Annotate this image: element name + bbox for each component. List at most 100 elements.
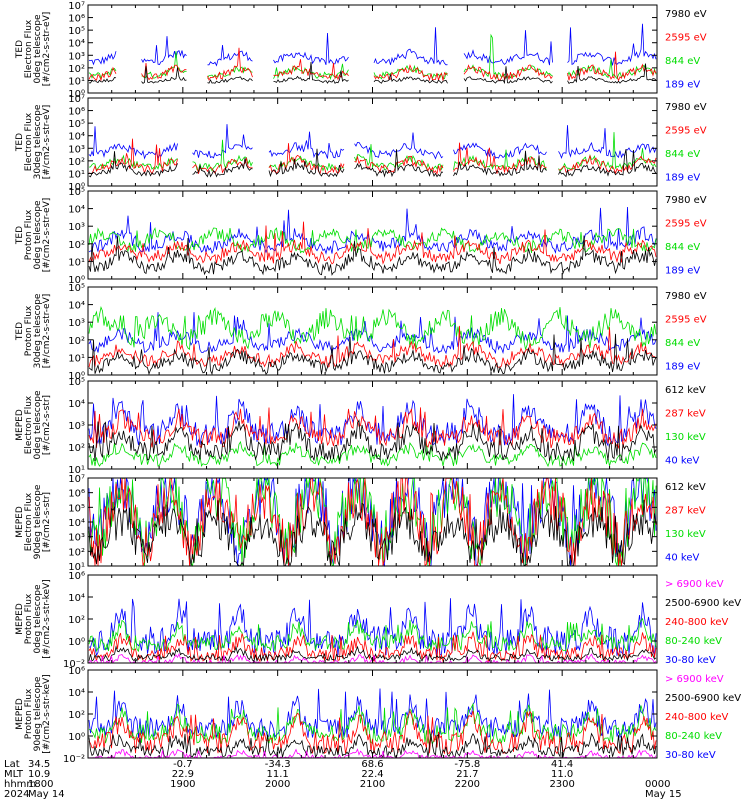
y-axis-label-line: [#/cm2-s-str-eV] [42, 12, 52, 87]
y-axis-label-line: 0deg telescope [33, 584, 43, 654]
x-axis-hhmm-label: 2000 [265, 779, 290, 790]
series-trace-green [88, 227, 657, 254]
y-axis-label-line: Proton Flux [24, 305, 34, 356]
y-tick-label: 10⁰ [68, 732, 85, 743]
x-axis-lat-label: 41.4 [551, 759, 573, 770]
legend-entry: > 6900 keV [665, 674, 724, 685]
panel-6: 10¹ 10² 10³ 10⁴ 10⁵ 10⁶ 10⁷ MEPED Electron Flux 9… [15, 474, 706, 573]
x-axis-hhmm-label: 1900 [170, 779, 195, 790]
y-tick-label: 10⁴ [68, 518, 85, 529]
legend-entry: 2500-6900 keV [665, 598, 741, 609]
y-tick-label: 10⁶ [68, 14, 85, 25]
y-axis-label-line: Proton Flux [24, 593, 34, 644]
y-axis-label-line: [#/cm2-s-str-eV] [42, 198, 52, 273]
legend-entry: 30-80 keV [665, 750, 716, 761]
x-axis-lat-label: 34.5 [28, 759, 50, 770]
y-tick-label: 10¹ [68, 562, 85, 573]
legend-entry: 2595 eV [665, 219, 707, 230]
y-axis-label-line: TED [15, 322, 25, 341]
y-tick-label: 10² [68, 443, 85, 454]
panel-4: 10⁰ 10¹ 10² 10³ 10⁴ 10⁵ TED Proton Flux 30deg te… [15, 283, 707, 382]
legend-entry: 7980 eV [665, 291, 707, 302]
y-axis-label-line: Proton Flux [24, 688, 34, 739]
y-tick-label: 10² [68, 615, 85, 626]
series-trace-green [88, 617, 657, 653]
legend-entry: 40 keV [665, 456, 699, 467]
y-tick-label: 10² [68, 64, 85, 75]
x-axis-row-label: 2024 [4, 789, 29, 800]
x-axis-hhmm-label: 2300 [549, 779, 574, 790]
y-tick-label: 10³ [68, 318, 85, 329]
y-tick-label: 10⁵ [68, 26, 85, 37]
x-axis-lat-label: -0.7 [173, 759, 193, 770]
series-trace-black [88, 61, 657, 85]
y-axis-label-line: MEPED [15, 409, 25, 441]
y-tick-label: 10¹ [68, 76, 85, 87]
y-axis-label-line: [#/cm2-s-str-keV] [42, 674, 52, 753]
y-axis-label-line: MEPED [15, 698, 25, 730]
series-trace-black [88, 148, 657, 178]
y-tick-label: 10³ [68, 222, 85, 233]
y-tick-label: 10⁰ [68, 275, 85, 286]
y-tick-label: 10² [68, 547, 85, 558]
x-axis-lat-label: 68.6 [361, 759, 383, 770]
legend-entry: 844 eV [665, 338, 700, 349]
y-tick-label: 10³ [68, 421, 85, 432]
y-tick-label: 10⁷ [68, 1, 85, 12]
y-tick-label: 10⁴ [68, 399, 85, 410]
y-tick-label: 10² [68, 710, 85, 721]
series-trace-blue [88, 598, 657, 657]
y-tick-label: 10⁰ [68, 637, 85, 648]
legend-entry: 130 keV [665, 432, 706, 443]
series-trace-green [88, 306, 657, 351]
legend-entry: 189 eV [665, 266, 700, 277]
x-axis-date-label: May 14 [28, 789, 65, 800]
series-trace-blue [88, 312, 657, 355]
series-trace-green [88, 132, 657, 172]
series-trace-blue [88, 124, 657, 160]
x-axis-mlt-label: 11.0 [551, 769, 573, 780]
x-axis-lat-label: -75.8 [454, 759, 480, 770]
y-tick-label: 10⁻² [63, 754, 85, 765]
y-tick-label: 10⁻² [63, 659, 85, 670]
series-trace-green [88, 702, 657, 745]
panel-7: 10⁻² 10⁰ 10² 10⁴ 10⁶ MEPED Proton Flux 0deg tel… [15, 571, 741, 670]
y-tick-label: 10³ [68, 144, 85, 155]
y-tick-label: 10⁵ [68, 503, 85, 514]
y-tick-label: 10⁶ [68, 571, 85, 582]
legend-entry: 240-800 keV [665, 712, 729, 723]
y-tick-label: 10⁴ [68, 688, 85, 699]
series-trace-black [88, 419, 657, 462]
y-tick-label: 10⁰ [68, 89, 85, 100]
legend-entry: 2595 eV [665, 126, 707, 137]
y-axis-label-line: Proton Flux [24, 209, 34, 260]
y-axis-label-line: Electron Flux [24, 395, 34, 454]
y-tick-label: 10⁴ [68, 132, 85, 143]
series-trace-blue [88, 688, 657, 739]
panel-5: 10¹ 10² 10³ 10⁴ 10⁵ MEPED Electron Flux 0deg te… [15, 377, 706, 476]
y-axis-label-line: TED [15, 226, 25, 245]
series-trace-red [88, 221, 657, 265]
legend-entry: 80-240 keV [665, 636, 722, 647]
legend-entry: 844 eV [665, 242, 700, 253]
x-axis-lat-label: -34.3 [265, 759, 291, 770]
y-axis-label-line: [#/cm2-s-str-eV] [42, 105, 52, 180]
legend-entry: 7980 eV [665, 9, 707, 20]
y-axis-label-line: [#/cm2-s-str] [42, 395, 52, 455]
x-axis-hhmm-label: 2200 [455, 779, 480, 790]
series-trace-red [88, 47, 657, 82]
y-tick-label: 10⁵ [68, 283, 85, 294]
y-tick-label: 10⁴ [68, 301, 85, 312]
series-trace-black [88, 235, 657, 276]
legend-entry: 287 keV [665, 409, 706, 420]
y-axis-label-line: [#/cm2-s-str] [42, 492, 52, 552]
y-tick-label: 10³ [68, 533, 85, 544]
x-axis-mlt-label: 21.7 [456, 769, 478, 780]
panel-8: 10⁻² 10⁰ 10² 10⁴ 10⁶ MEPED Proton Flux 90deg te… [15, 666, 741, 765]
y-tick-label: 10⁶ [68, 489, 85, 500]
x-axis-row-label: hhmm [4, 779, 36, 790]
